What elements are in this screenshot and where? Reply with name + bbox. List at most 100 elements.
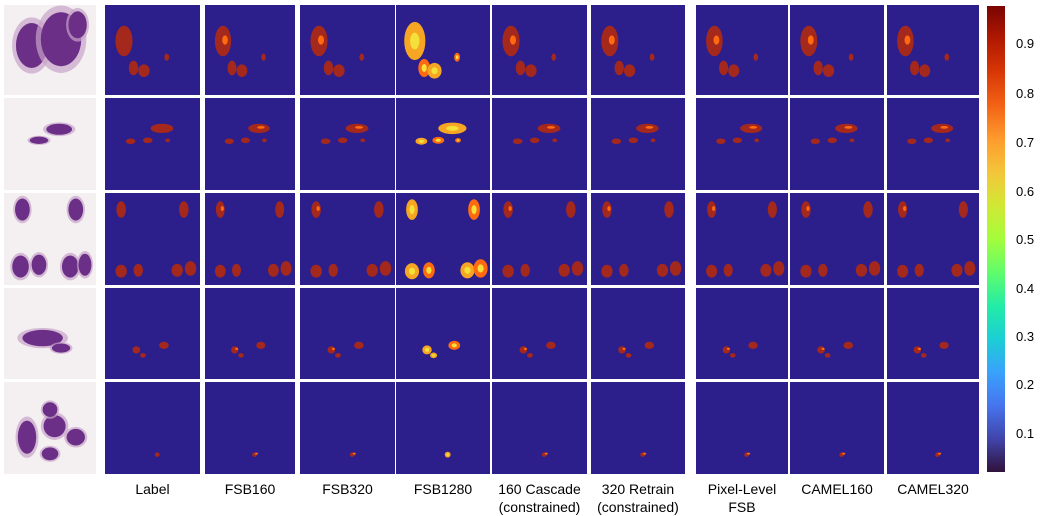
tissue-region bbox=[669, 261, 682, 276]
prediction-panel bbox=[696, 5, 788, 95]
tissue-region bbox=[719, 60, 729, 76]
tissue-region bbox=[644, 341, 654, 349]
tissue-region bbox=[280, 261, 292, 276]
tissue-region bbox=[907, 138, 917, 145]
tissue-region bbox=[767, 201, 777, 218]
tissue-region bbox=[366, 263, 378, 277]
uncertain-region bbox=[352, 452, 356, 455]
uncertain-region bbox=[726, 347, 730, 350]
tissue-region bbox=[623, 64, 636, 77]
tissue-section bbox=[42, 402, 58, 417]
prediction-panel bbox=[492, 5, 587, 95]
tissue-region bbox=[164, 53, 170, 61]
tissue-region bbox=[179, 201, 189, 218]
uncertain-region bbox=[608, 35, 615, 45]
tissue-region bbox=[849, 138, 855, 143]
uncertain-region bbox=[316, 206, 320, 212]
tissue-region bbox=[611, 138, 622, 145]
panel-background bbox=[591, 288, 685, 379]
prediction-panel bbox=[105, 193, 200, 285]
tissue-region bbox=[650, 138, 656, 143]
tissue-region bbox=[628, 137, 638, 144]
tissue-region bbox=[138, 64, 150, 77]
tissue-region bbox=[150, 123, 174, 133]
prediction-panel bbox=[396, 288, 490, 379]
tissue-region bbox=[706, 264, 718, 278]
wsi-thumbnail bbox=[4, 5, 96, 95]
tissue-region bbox=[801, 201, 811, 218]
prediction-panel bbox=[105, 382, 200, 474]
prediction-panel bbox=[492, 193, 587, 285]
prediction-panel bbox=[696, 382, 788, 474]
uncertain-region bbox=[255, 452, 258, 455]
panel-background bbox=[300, 382, 395, 474]
uncertain-region bbox=[331, 347, 335, 350]
prediction-panel bbox=[887, 193, 979, 285]
uncertain-region bbox=[318, 35, 324, 45]
tissue-region bbox=[723, 263, 733, 277]
colorbar-tick: 0.2 bbox=[1016, 377, 1035, 392]
tissue-region bbox=[519, 346, 528, 354]
uncertain-region bbox=[645, 125, 654, 129]
prediction-panel bbox=[696, 98, 788, 190]
uncertain-region bbox=[938, 452, 942, 455]
uncertain-region bbox=[235, 347, 239, 350]
high-prob-core bbox=[408, 267, 416, 275]
tissue-region bbox=[360, 138, 366, 143]
high-prob-core bbox=[409, 205, 415, 215]
prediction-panel bbox=[790, 5, 884, 95]
tissue-region bbox=[897, 264, 909, 278]
prediction-panel bbox=[790, 382, 884, 474]
tissue-section bbox=[61, 255, 79, 278]
colorbar-tick: 0.8 bbox=[1016, 86, 1035, 101]
tissue-region bbox=[649, 53, 655, 61]
prediction-panel bbox=[887, 382, 979, 474]
colorbar-tick: 0.9 bbox=[1016, 36, 1035, 51]
uncertain-region bbox=[643, 452, 647, 455]
wsi-thumbnail bbox=[4, 98, 96, 190]
tissue-region bbox=[261, 53, 266, 61]
tissue-region bbox=[571, 261, 584, 276]
high-prob-core bbox=[446, 453, 449, 456]
tissue-region bbox=[558, 263, 570, 277]
wsi-thumbnail bbox=[4, 382, 96, 474]
tissue-region bbox=[843, 341, 853, 349]
panel-background bbox=[591, 382, 685, 474]
tissue-section bbox=[22, 329, 63, 347]
thumbnail-column bbox=[4, 5, 96, 474]
high-prob-core bbox=[455, 55, 459, 60]
uncertain-region bbox=[220, 206, 224, 212]
prediction-panel bbox=[492, 382, 587, 474]
tissue-region bbox=[227, 60, 237, 76]
colorbar-tick: 0.3 bbox=[1016, 329, 1035, 344]
tissue-region bbox=[333, 64, 345, 77]
tissue-section bbox=[46, 123, 73, 135]
prediction-panel bbox=[591, 193, 685, 285]
uncertain-region bbox=[806, 206, 810, 212]
tissue-region bbox=[320, 138, 331, 145]
high-prob-core bbox=[421, 64, 427, 72]
tissue-region bbox=[753, 53, 759, 61]
panel-background bbox=[492, 288, 587, 379]
tissue-region bbox=[810, 138, 821, 145]
uncertain-region bbox=[547, 125, 555, 129]
prediction-panel bbox=[591, 5, 685, 95]
uncertain-region bbox=[544, 452, 548, 455]
tissue-region bbox=[215, 201, 225, 218]
prediction-panel bbox=[492, 98, 587, 190]
prediction-panel bbox=[790, 98, 884, 190]
tissue-region bbox=[515, 60, 526, 76]
tissue-region bbox=[863, 201, 873, 218]
high-prob-core bbox=[464, 266, 471, 274]
panel-background bbox=[887, 382, 979, 474]
tissue-region bbox=[527, 353, 533, 358]
tissue-region bbox=[728, 64, 740, 77]
uncertain-region bbox=[257, 125, 265, 129]
tissue-region bbox=[323, 60, 334, 76]
tissue-region bbox=[754, 138, 760, 143]
high-prob-core bbox=[456, 139, 460, 142]
label-col-label: Label bbox=[135, 481, 170, 497]
tissue-region bbox=[818, 263, 828, 277]
high-prob-core bbox=[451, 343, 457, 348]
tissue-section bbox=[78, 253, 92, 276]
